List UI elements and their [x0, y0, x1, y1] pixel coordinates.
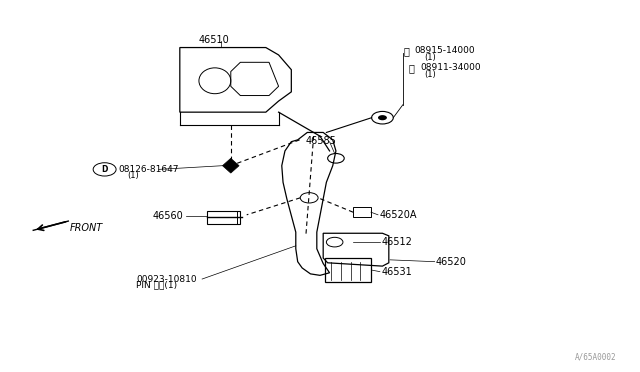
Text: (1): (1)	[127, 171, 139, 180]
Text: Ⓝ: Ⓝ	[409, 63, 415, 73]
Polygon shape	[223, 158, 239, 173]
Text: D: D	[101, 165, 108, 174]
Text: PIN ピン(1): PIN ピン(1)	[136, 281, 178, 290]
Bar	[207, 211, 241, 224]
Text: 46585: 46585	[306, 135, 337, 145]
Text: 08911-34000: 08911-34000	[420, 63, 481, 72]
Bar	[325, 258, 371, 282]
Text: (1): (1)	[424, 70, 436, 78]
Text: A/65A0002: A/65A0002	[575, 352, 616, 361]
Text: (1): (1)	[424, 53, 436, 62]
Text: 46560: 46560	[153, 211, 184, 221]
Bar	[353, 207, 371, 217]
Text: 08915-14000: 08915-14000	[414, 46, 475, 55]
Text: 46512: 46512	[381, 237, 412, 247]
Circle shape	[378, 115, 387, 120]
Text: Ⓦ: Ⓦ	[403, 46, 409, 56]
Text: 08126-81647: 08126-81647	[118, 165, 179, 174]
Text: 46520A: 46520A	[380, 210, 417, 220]
Text: 00923-10810: 00923-10810	[136, 275, 197, 283]
Text: 46510: 46510	[199, 35, 230, 45]
Text: 46531: 46531	[381, 267, 412, 277]
Text: 46520: 46520	[436, 257, 467, 267]
Text: FRONT: FRONT	[70, 224, 104, 234]
